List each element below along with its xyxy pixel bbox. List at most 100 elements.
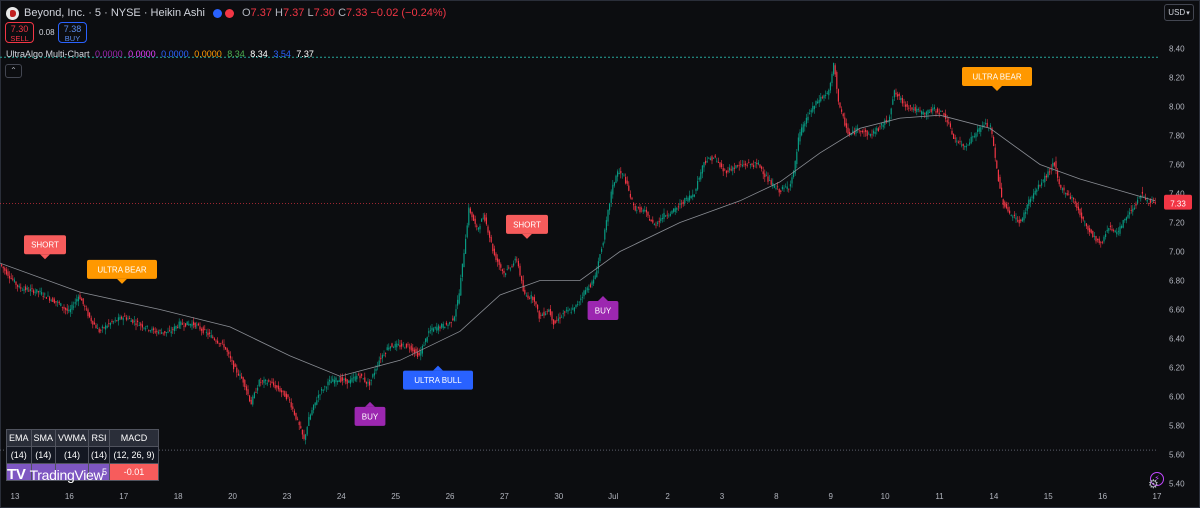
candle-body	[418, 352, 420, 356]
candle-body	[519, 265, 521, 276]
candle-body	[378, 360, 380, 366]
candle-body	[345, 378, 347, 382]
candle-body	[277, 385, 279, 390]
candle-body	[572, 308, 574, 310]
candle-body	[922, 111, 924, 115]
indicator-legend[interactable]: UltraAlgo Multi-Chart 0.0000 0.0000 0.00…	[6, 49, 317, 59]
symbol-title[interactable]: Beyond, Inc. · 5 · NYSE · Heikin Ashi	[24, 7, 205, 19]
y-tick-label: 5.60	[1169, 451, 1185, 460]
candle-body	[113, 321, 115, 323]
signal-pointer	[365, 401, 375, 407]
candle-body	[487, 226, 489, 233]
candle-body	[777, 186, 779, 188]
candle-body	[994, 147, 996, 158]
alert-icon[interactable]: ⚡	[1150, 472, 1164, 486]
candle-body	[1047, 171, 1049, 178]
currency-selector[interactable]: USD	[1164, 4, 1194, 21]
tradingview-wordmark: TradingView	[29, 466, 104, 483]
candle-body	[769, 180, 771, 181]
candle-body	[786, 186, 788, 190]
candle-body	[873, 130, 875, 134]
candle-body	[425, 338, 427, 343]
candle-body	[125, 317, 127, 320]
candle-body	[66, 308, 68, 311]
candle-body	[194, 322, 196, 328]
candle-body	[10, 278, 12, 279]
candle-body	[1026, 204, 1028, 211]
candle-body	[604, 229, 606, 240]
candle-body	[1074, 201, 1076, 204]
candle-body	[423, 345, 425, 347]
candle-body	[882, 125, 884, 128]
candle-body	[829, 82, 831, 91]
candle-body	[746, 164, 748, 166]
buy-button[interactable]: 7.38 BUY	[58, 22, 87, 43]
candle-body	[628, 185, 630, 191]
candle-body	[124, 315, 126, 317]
x-tick-label: 9	[828, 492, 833, 501]
candle-body	[577, 304, 579, 305]
candle-body	[1007, 207, 1009, 212]
candle-body	[929, 111, 931, 113]
candle-body	[901, 97, 903, 104]
candle-body	[989, 125, 991, 127]
candle-body	[295, 412, 297, 420]
candle-body	[369, 381, 371, 386]
candle-body	[1135, 203, 1137, 206]
candle-body	[343, 378, 345, 380]
candle-body	[679, 203, 681, 205]
candle-body	[146, 325, 148, 328]
symbol-header: Beyond, Inc. · 5 · NYSE · Heikin Ashi O7…	[6, 5, 446, 21]
candle-body	[1058, 179, 1060, 185]
candle-body	[530, 294, 532, 299]
candle-body	[394, 343, 396, 348]
candle-body	[791, 177, 793, 184]
x-tick-label: 16	[65, 492, 74, 501]
candle-body	[833, 62, 835, 75]
candle-body	[767, 176, 769, 182]
candle-body	[261, 380, 263, 382]
candle-body	[284, 391, 286, 397]
candle-body	[293, 410, 295, 415]
tradingview-logo[interactable]: TV TradingView	[7, 466, 104, 483]
candle-body	[681, 203, 683, 205]
candle-body	[460, 277, 462, 296]
ohlc-readout: O7.37 H7.37 L7.30 C7.33 −0.02 (−0.24%)	[241, 7, 447, 19]
candle-body	[157, 331, 159, 334]
candle-body	[975, 133, 977, 138]
candle-body	[772, 183, 774, 187]
candle-body	[893, 90, 895, 98]
candle-body	[817, 101, 819, 104]
candle-body	[1042, 180, 1044, 182]
candle-body	[719, 162, 721, 168]
candle-body	[205, 331, 207, 333]
spread-value: 0.08	[39, 28, 55, 37]
collapse-legend-button[interactable]: ⌃	[5, 64, 22, 78]
last-price-label: 7.33	[1170, 200, 1186, 209]
candle-body	[578, 301, 580, 303]
candle-body	[722, 168, 724, 172]
candle-body	[223, 343, 225, 348]
candle-body	[631, 197, 633, 200]
table-header: EMA	[6, 429, 32, 447]
candle-body	[567, 309, 569, 312]
candle-body	[764, 173, 766, 178]
candle-body	[809, 113, 811, 115]
candle-body	[493, 248, 495, 256]
candle-body	[73, 306, 75, 308]
candle-body	[26, 287, 28, 290]
sell-button[interactable]: 7.30 SELL	[5, 22, 34, 43]
candle-body	[1004, 201, 1006, 207]
candle-body	[476, 225, 478, 227]
candle-body	[701, 165, 703, 174]
candle-body	[831, 73, 833, 83]
candle-body	[314, 402, 316, 406]
candle-body	[453, 316, 455, 321]
gear-icon[interactable]: ⚙	[1148, 477, 1159, 491]
x-tick-label: 20	[228, 492, 237, 501]
candle-body	[137, 320, 139, 323]
candle-body	[930, 109, 932, 112]
candle-body	[433, 328, 435, 332]
candle-body	[506, 268, 508, 270]
